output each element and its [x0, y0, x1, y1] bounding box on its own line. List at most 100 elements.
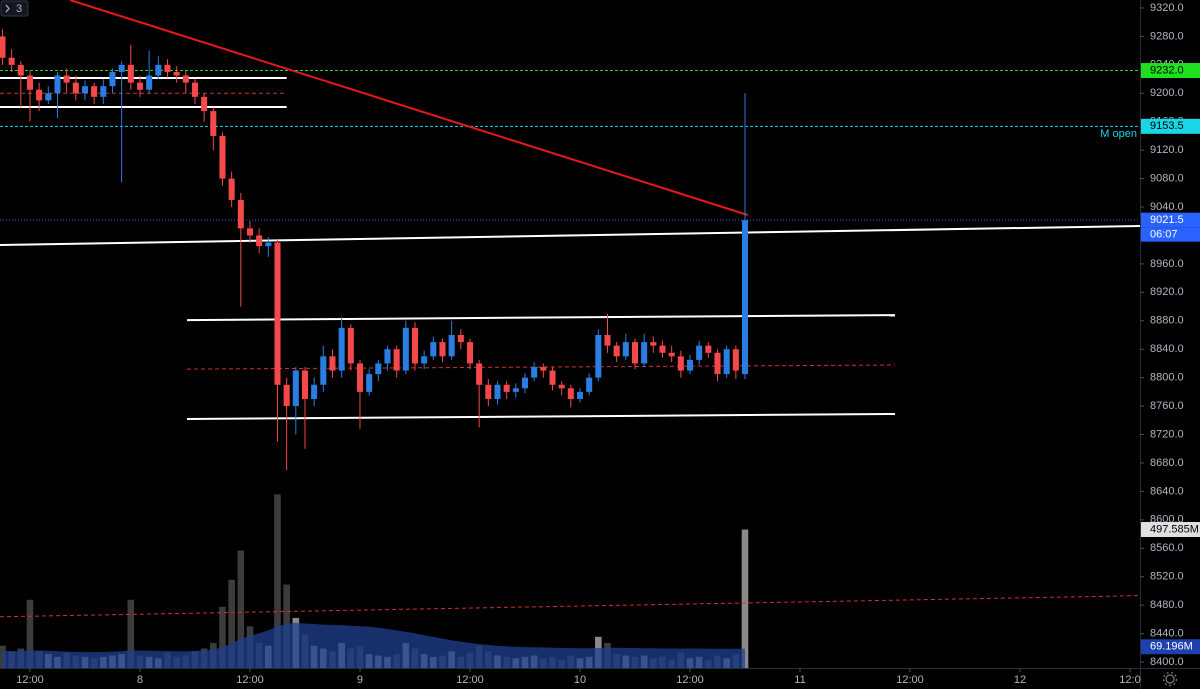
volume-ma-box	[1141, 639, 1200, 655]
volume-bar	[219, 606, 226, 668]
interval-toggle[interactable]: 3	[0, 0, 29, 17]
candle-body	[81, 86, 89, 94]
candle-body	[26, 75, 34, 90]
price-level-label: 9153.5	[1150, 120, 1184, 132]
candle-body	[136, 82, 144, 90]
volume-ma-label: 69.196M	[1150, 641, 1193, 653]
y-tick-label: 8440.0	[1150, 627, 1184, 639]
candle-body	[576, 391, 584, 399]
candle-body	[631, 342, 639, 364]
volume-label: 497.585M	[1150, 523, 1199, 535]
candle-body	[558, 384, 565, 389]
x-tick-label: 12:00	[676, 674, 704, 686]
x-tick-label: 11	[794, 674, 805, 686]
candle-body	[384, 349, 391, 364]
y-tick-label: 8920.0	[1150, 286, 1184, 298]
y-tick-label: 8560.0	[1150, 542, 1184, 554]
candle-body	[659, 345, 666, 353]
last-price-label: 9021.5	[1150, 214, 1184, 226]
candle-body	[45, 93, 52, 101]
candle-body	[668, 352, 675, 357]
candle-body	[100, 86, 107, 97]
candle-body	[723, 349, 730, 375]
candle-body	[567, 388, 574, 399]
candle-body	[311, 384, 318, 399]
candle-body	[366, 374, 373, 392]
candle-body	[457, 334, 464, 343]
volume-bar	[228, 579, 235, 668]
volume-level-line	[0, 595, 1140, 618]
y-tick-label: 8640.0	[1150, 485, 1184, 497]
drawing-line	[69, 0, 749, 216]
price-level-text: M open	[1100, 128, 1137, 140]
candle-body	[146, 75, 153, 90]
y-tick-label: 8880.0	[1150, 315, 1184, 327]
candle-body	[301, 370, 309, 399]
gear-teeth	[1162, 671, 1178, 687]
last-price-box	[1141, 212, 1200, 228]
candle-body	[696, 345, 703, 360]
x-tick-label: 12:00	[236, 674, 264, 686]
y-tick-label: 8400.0	[1150, 656, 1184, 668]
candle-body	[411, 327, 419, 364]
candle-body	[246, 228, 254, 236]
x-tick-label: 12:00	[456, 674, 484, 686]
candle-body	[641, 342, 648, 364]
candle-body	[393, 349, 400, 371]
candle-body	[347, 327, 354, 364]
volume-bar	[237, 550, 245, 668]
candle-body	[613, 345, 620, 357]
settings-icon[interactable]	[1162, 671, 1178, 687]
candle-body	[741, 220, 749, 375]
y-tick-label: 8760.0	[1150, 400, 1184, 412]
candle-body	[228, 178, 235, 200]
candle-body	[127, 64, 134, 83]
candle-body	[448, 334, 455, 357]
candle-body	[494, 384, 501, 399]
candle-body	[265, 242, 272, 247]
candle-body	[72, 82, 79, 94]
candle-body	[237, 199, 244, 229]
candle-body	[439, 342, 446, 357]
candle-body	[8, 57, 15, 65]
candle-body	[705, 345, 712, 353]
candle-body	[521, 377, 529, 389]
y-tick-label: 9320.0	[1150, 2, 1184, 14]
candle-body	[118, 64, 125, 72]
candle-body	[91, 86, 98, 97]
candle-body	[283, 384, 290, 407]
candle-body	[182, 75, 189, 83]
volume-bar	[274, 494, 281, 668]
candle-body	[586, 377, 593, 392]
interval-toggle-box[interactable]	[0, 0, 29, 17]
candle-body	[274, 242, 281, 385]
x-tick-label: 12:00	[16, 674, 44, 686]
candle-body	[63, 75, 70, 83]
candle-body	[36, 89, 43, 101]
candle-body	[402, 327, 409, 371]
price-level-label: 9232.0	[1150, 64, 1184, 76]
y-tick-label: 9200.0	[1150, 87, 1184, 99]
y-tick-label: 8680.0	[1150, 457, 1184, 469]
candle-body	[173, 71, 180, 76]
candle-body	[677, 356, 684, 371]
y-tick-label: 9280.0	[1150, 30, 1184, 42]
candle-body	[329, 356, 336, 371]
candle-body	[686, 359, 694, 371]
candle-body	[219, 135, 226, 179]
candle-body	[191, 82, 199, 97]
candle-body	[256, 235, 263, 247]
candle-body	[485, 384, 492, 399]
x-tick-label: 8	[137, 674, 143, 686]
y-tick-label: 8800.0	[1150, 372, 1184, 384]
candle-body	[503, 384, 510, 392]
y-tick-label: 9080.0	[1150, 172, 1184, 184]
candle-body	[421, 356, 428, 364]
volume-ma-area	[2, 622, 745, 668]
volume-box	[1141, 522, 1200, 538]
plot-area	[0, 0, 1140, 668]
drawing-line	[186, 314, 895, 322]
candle-body	[155, 64, 162, 76]
candle-body	[622, 342, 629, 357]
candle-body	[466, 342, 474, 364]
